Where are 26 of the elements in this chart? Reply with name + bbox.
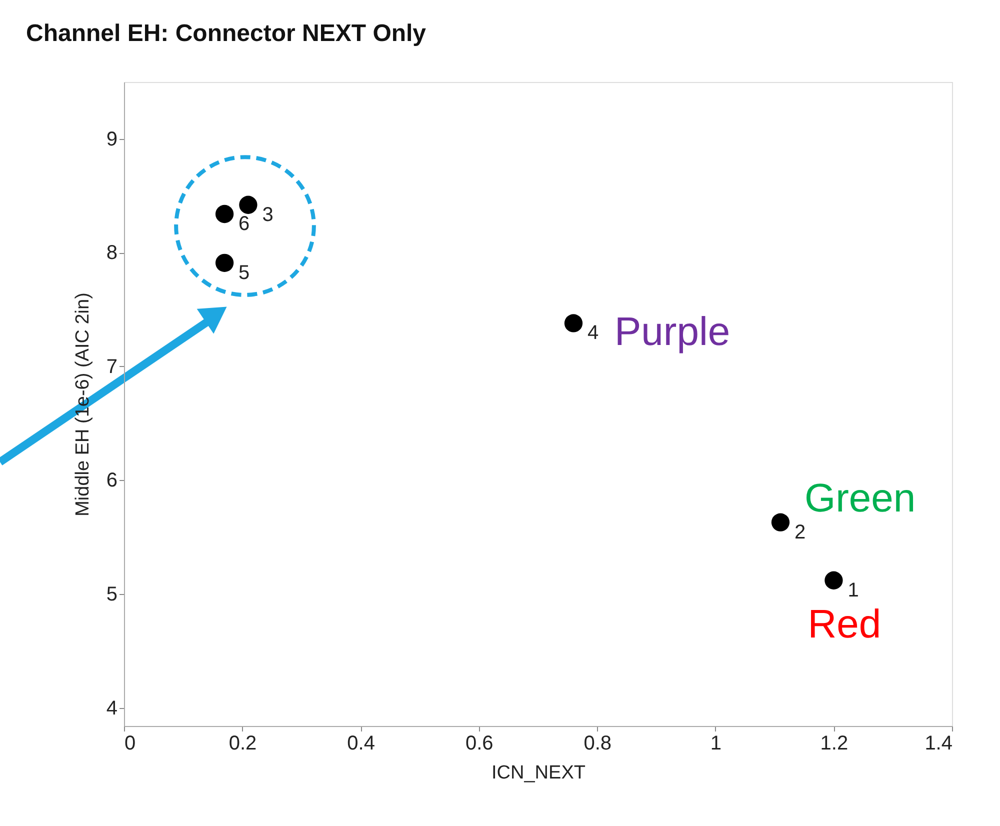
x-tick-label: 0.2 [228, 732, 257, 754]
x-tick-label: 0 [124, 732, 136, 754]
annotation: 1 [848, 579, 859, 602]
annotation: Green [804, 476, 916, 520]
y-tick-label: 8 [106, 242, 118, 264]
y-tick-label: 7 [106, 356, 118, 378]
annotation: 4 [587, 322, 599, 344]
annotation: Purple [614, 310, 730, 354]
y-tick-label: 4 [106, 697, 118, 720]
y-axis-title: Middle EH (1e-6) (AIC 2in) [72, 292, 94, 516]
x-tick-label: 0.6 [465, 732, 494, 754]
x-tick-label: 1.4 [924, 732, 952, 754]
chart-title: Channel EH: Connector NEXT Only [26, 20, 427, 47]
x-tick-label: 1.2 [820, 732, 848, 754]
annotation: 5 [238, 262, 250, 284]
y-tick-label: 9 [106, 128, 118, 150]
x-tick-label: 0.8 [584, 732, 612, 754]
x-tick-label: 0.4 [347, 732, 375, 754]
x-axis-title: ICN_NEXT [492, 762, 586, 784]
annotation: 3 [262, 204, 274, 226]
annotation: 6 [238, 212, 250, 235]
x-tick-label: 1 [710, 732, 722, 754]
y-tick-label: 5 [106, 584, 118, 606]
annotation: Red [808, 602, 882, 646]
y-tick-label: 6 [106, 470, 118, 492]
annotation: 2 [794, 521, 806, 544]
